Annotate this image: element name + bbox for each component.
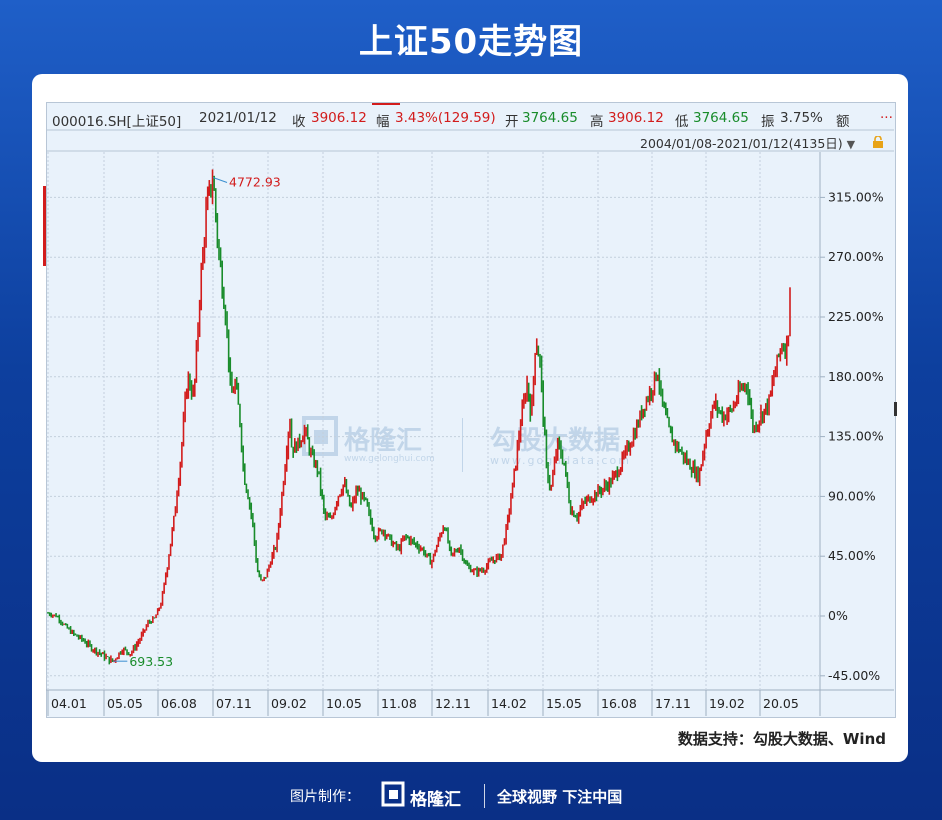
gelonghui-footer-logo-icon bbox=[381, 781, 405, 807]
annotation-leader bbox=[212, 176, 228, 183]
low-value: 3764.65 bbox=[693, 110, 749, 126]
change-label: 幅 bbox=[376, 114, 390, 130]
x-tick-label: 19.02 bbox=[709, 696, 745, 711]
x-tick-label: 14.02 bbox=[491, 696, 527, 711]
open-value: 3764.65 bbox=[522, 110, 578, 126]
high-value: 3906.12 bbox=[608, 110, 664, 126]
x-tick-label: 05.05 bbox=[107, 696, 143, 711]
annotation-label: 693.53 bbox=[129, 654, 173, 669]
watermark-url: www.gelonghui.com bbox=[344, 454, 435, 464]
triangle-down-icon[interactable]: ▼ bbox=[846, 138, 856, 151]
y-tick-label: 270.00% bbox=[828, 249, 884, 264]
watermark-divider bbox=[462, 418, 463, 472]
x-tick-label: 04.01 bbox=[51, 696, 87, 711]
x-tick-label: 12.11 bbox=[435, 696, 471, 711]
watermark-brand: 格隆汇 bbox=[344, 426, 423, 456]
left-edge-marker bbox=[43, 186, 46, 266]
page-title: 上证50走势图 bbox=[358, 22, 584, 62]
date-range-text: 2004/01/08-2021/01/12(4135日) bbox=[640, 136, 843, 151]
y-tick-label: 315.00% bbox=[828, 189, 884, 204]
x-tick-label: 20.05 bbox=[763, 696, 799, 711]
amplitude-label: 振 bbox=[761, 114, 775, 130]
chart-panel bbox=[46, 102, 896, 718]
open-label: 开 bbox=[505, 114, 519, 130]
low-label: 低 bbox=[675, 114, 689, 130]
x-tick-label: 15.05 bbox=[546, 696, 582, 711]
x-tick-label: 11.08 bbox=[381, 696, 417, 711]
footer-divider bbox=[484, 784, 485, 808]
quote-info-bar: 000016.SH[上证50] 2021/01/12 收 3906.12 幅 3… bbox=[46, 106, 894, 130]
y-tick-label: 0% bbox=[828, 608, 848, 623]
footer: 图片制作： 格隆汇 全球视野 下注中国 bbox=[0, 778, 942, 812]
quote-date: 2021/01/12 bbox=[199, 110, 277, 126]
footer-slogan: 全球视野 下注中国 bbox=[497, 788, 623, 806]
y-tick-label: -45.00% bbox=[828, 668, 880, 683]
y-tick-label: 90.00% bbox=[828, 488, 876, 503]
close-value: 3906.12 bbox=[311, 110, 367, 126]
watermark: 格隆汇 www.gelonghui.com 勾股大数据 www.gogudata… bbox=[300, 414, 629, 472]
index-code: 000016.SH[上证50] bbox=[52, 114, 182, 130]
amount-label: 额 bbox=[836, 114, 850, 130]
annotation-label: 4772.93 bbox=[229, 174, 281, 189]
x-tick-label: 09.02 bbox=[271, 696, 307, 711]
lock-icon[interactable] bbox=[872, 136, 884, 148]
close-label: 收 bbox=[292, 114, 306, 130]
x-tick-label: 07.11 bbox=[216, 696, 252, 711]
y-tick-label: 45.00% bbox=[828, 548, 876, 563]
y-tick-label: 135.00% bbox=[828, 429, 884, 444]
y-tick-label: 225.00% bbox=[828, 309, 884, 324]
x-tick-label: 17.11 bbox=[655, 696, 691, 711]
footer-brand: 格隆汇 bbox=[410, 790, 461, 810]
y-tick-label: 180.00% bbox=[828, 369, 884, 384]
more-indicator[interactable]: ... bbox=[880, 106, 893, 122]
footer-credit: 图片制作： bbox=[290, 789, 360, 805]
right-scroll-handle bbox=[894, 402, 897, 416]
x-tick-label: 10.05 bbox=[326, 696, 362, 711]
high-label: 高 bbox=[590, 114, 604, 130]
data-source-note: 数据支持：勾股大数据、Wind bbox=[677, 730, 886, 748]
x-tick-label: 06.08 bbox=[161, 696, 197, 711]
change-value: 3.43%(129.59) bbox=[395, 110, 496, 126]
x-tick-label: 16.08 bbox=[601, 696, 637, 711]
watermark-url-2: www.gogudata.com bbox=[490, 454, 631, 467]
date-range-selector[interactable]: 2004/01/08-2021/01/12(4135日) ▼ bbox=[640, 133, 855, 152]
amplitude-value: 3.75% bbox=[780, 110, 823, 126]
